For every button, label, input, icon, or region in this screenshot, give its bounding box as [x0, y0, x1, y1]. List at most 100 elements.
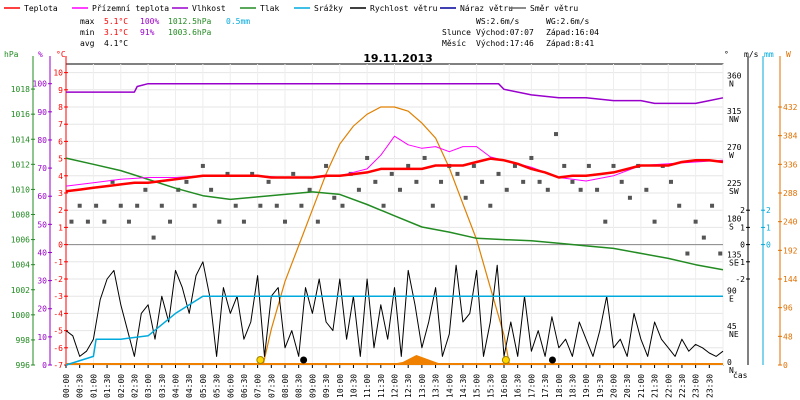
solar-axis-tick-label-6: 288 — [783, 189, 798, 198]
wind-dir-point-78 — [710, 203, 715, 208]
wind-dir-point-47 — [455, 171, 460, 176]
wind-dir-point-66 — [611, 163, 616, 168]
wind-dir-tick-label-2: 90 — [727, 286, 737, 295]
axis-unit-wind-dir: ° — [724, 50, 729, 59]
wind-dir-point-63 — [586, 163, 591, 168]
x-tick-label-7: 03:30 — [158, 374, 167, 398]
temperature-axis-tick-label-10: 3 — [58, 189, 63, 198]
wind-dir-tick-dir-5: SW — [729, 187, 739, 196]
wind-dir-point-67 — [619, 179, 624, 184]
x-tick-label-23: 11:30 — [377, 374, 386, 398]
rain-axis-tick-label-1: 1 — [766, 223, 771, 232]
temperature-axis-tick-label-16: 9 — [58, 86, 63, 95]
temperature-axis-tick-label-15: 8 — [58, 103, 63, 112]
x-tick-label-9: 04:30 — [185, 374, 194, 398]
x-tick-label-20: 10:00 — [336, 374, 345, 398]
humidity-axis-tick-label-5: 50 — [37, 220, 47, 229]
stat-avg-label: avg — [80, 39, 95, 48]
wind-dir-tick-label-0: 0 — [727, 358, 732, 367]
x-tick-label-17: 08:30 — [295, 374, 304, 398]
sunset-marker — [501, 356, 510, 364]
temperature-axis-tick-label-3: -4 — [53, 309, 63, 318]
axis-unit-temperature: °C — [56, 50, 66, 59]
wind-dir-point-42 — [414, 179, 419, 184]
wind-dir-point-3 — [94, 203, 99, 208]
x-tick-label-46: 23:00 — [692, 374, 701, 398]
x-tick-label-35: 17:30 — [541, 374, 550, 398]
x-tick-label-13: 06:30 — [240, 374, 249, 398]
wind-dir-tick-dir-7: NW — [729, 115, 739, 124]
stat-min-temp: 3.1°C — [104, 28, 128, 37]
pressure-axis-tick-label-9: 1014 — [11, 135, 30, 144]
chart-title: 19.11.2013 — [363, 52, 433, 65]
svg-text:Teplota: Teplota — [24, 4, 58, 13]
wind-dir-tick-label-7: 315 — [727, 107, 742, 116]
wind-dir-point-65 — [603, 219, 608, 224]
x-tick-label-21: 10:30 — [349, 374, 358, 398]
pressure-axis-tick-label-10: 1016 — [11, 110, 30, 119]
humidity-axis-tick-label-3: 30 — [37, 277, 47, 286]
wind-speed-axis-tick-label-1: -1 — [735, 258, 745, 267]
wind-dir-point-21 — [241, 219, 246, 224]
wind-dir-point-1 — [77, 203, 82, 208]
legend-item-temperature: Teplota — [4, 4, 58, 13]
humidity-axis-tick-label-7: 70 — [37, 164, 47, 173]
moonset-marker — [300, 356, 308, 364]
wind-dir-point-54 — [512, 163, 517, 168]
stat-min-hum: 91% — [140, 28, 155, 37]
wind-dir-point-0 — [69, 219, 74, 224]
wind-speed-axis-tick-label-2: 0 — [740, 241, 745, 250]
x-axis: 00:00 00:30 01:00 01:30 02:00 02:30 03:00 03:30… — [62, 365, 714, 398]
x-tick-label-41: 20:30 — [623, 374, 632, 398]
stat-max-press: 1012.5hPa — [168, 17, 212, 26]
x-tick-label-4: 02:00 — [117, 374, 126, 398]
axis-unit-rain: mm — [764, 50, 774, 59]
x-tick-label-3: 01:30 — [103, 374, 112, 398]
solar-series — [262, 106, 511, 366]
x-tick-label-16: 08:00 — [281, 374, 290, 398]
info-moon-label: Měsíc — [442, 39, 466, 48]
wind-dir-point-53 — [504, 187, 509, 192]
x-tick-label-0: 00:00 — [62, 374, 71, 398]
stat-avg-temp: 4.1°C — [104, 39, 128, 48]
wind-dir-point-60 — [562, 163, 567, 168]
solar-axis-tick-label-4: 192 — [783, 246, 798, 255]
wind-dir-point-77 — [701, 235, 706, 240]
temperature-series — [65, 157, 724, 193]
axis-unit-wind-speed: m/s — [744, 50, 759, 59]
wind-dir-point-62 — [578, 187, 583, 192]
wind-dir-point-38 — [381, 203, 386, 208]
wind-dir-point-31 — [324, 163, 329, 168]
x-tick-label-11: 05:30 — [213, 374, 222, 398]
info-ws: WS:2.6m/s — [476, 17, 520, 26]
temperature-axis-tick-label-2: -5 — [53, 327, 63, 336]
humidity-axis-tick-label-6: 60 — [37, 192, 47, 201]
svg-text:Přízemní teplota: Přízemní teplota — [92, 4, 169, 13]
solar-axis-tick-label-0: 0 — [783, 361, 788, 370]
info-moonrise: Východ:17:46 — [476, 39, 534, 48]
x-tick-label-44: 22:00 — [664, 374, 673, 398]
wind-dir-point-68 — [627, 195, 632, 200]
wind-dir-tick-dir-6: W — [729, 151, 734, 160]
pressure-axis-tick-label-2: 1000 — [11, 311, 30, 320]
wind-dir-point-76 — [693, 219, 698, 224]
wind-speed-axis-tick-label-4: 2 — [740, 206, 745, 215]
stats: max 5.1°C 100% 1012.5hPa 0.5mm min 3.1°C… — [80, 17, 250, 48]
wind-dir-point-41 — [406, 163, 411, 168]
wind-dir-point-23 — [258, 203, 263, 208]
x-tick-label-31: 15:30 — [486, 374, 495, 398]
wind-dir-point-70 — [644, 187, 649, 192]
wind-dir-point-61 — [570, 179, 575, 184]
pressure-axis-tick-label-8: 1012 — [11, 160, 30, 169]
y-axes: 9969981000100210041006100810101012101410… — [11, 56, 798, 375]
x-tick-label-26: 13:00 — [418, 374, 427, 398]
wind-dir-point-37 — [373, 179, 378, 184]
wind-dir-point-4 — [102, 219, 107, 224]
pressure-axis-tick-label-0: 996 — [16, 361, 31, 370]
wind-dir-point-48 — [463, 195, 468, 200]
wind-dir-point-55 — [521, 179, 526, 184]
wind-dir-point-51 — [488, 203, 493, 208]
x-tick-label-2: 01:00 — [89, 374, 98, 398]
wind-dir-tick-label-4: 180 — [727, 215, 742, 224]
solar-axis-tick-label-5: 240 — [783, 218, 798, 227]
